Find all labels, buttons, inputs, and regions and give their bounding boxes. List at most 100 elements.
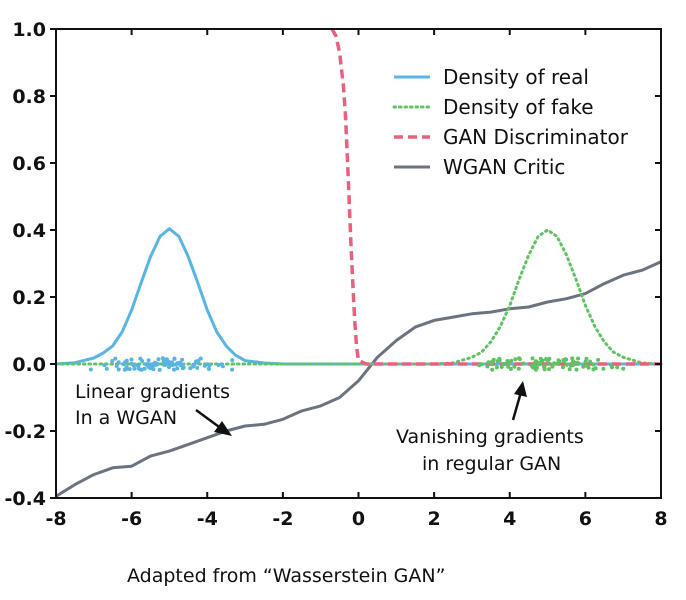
scatter-point-real (175, 366, 180, 371)
scatter-point-real (104, 366, 109, 371)
y-tick-label: 0.6 (12, 153, 46, 175)
legend-label: WGAN Critic (443, 155, 565, 179)
scatter-point-real (102, 363, 107, 368)
y-tick-label: 0.0 (12, 354, 46, 376)
scatter-point-real (206, 366, 211, 371)
scatter-point-real (122, 367, 127, 372)
scatter-point-real (175, 361, 180, 366)
annotation-vanishing-line1: Vanishing gradients (396, 426, 584, 448)
scatter-point-fake (552, 361, 557, 366)
scatter-point-fake (547, 367, 551, 372)
scatter-point-fake (509, 358, 514, 363)
scatter-point-fake (512, 364, 517, 369)
annotation-vanishing-gradients: Vanishing gradients in regular GAN (396, 381, 584, 475)
annotation-arrowhead-linear (214, 421, 232, 436)
scatter-point-real (163, 362, 168, 367)
series-line-density-of-fake (54, 228, 663, 366)
scatter-point-fake (501, 361, 506, 366)
scatter-point-fake (584, 356, 589, 361)
scatter-point-real (132, 366, 137, 371)
scatter-point-fake (568, 363, 573, 368)
scatter-point-fake (601, 366, 606, 371)
y-tick-label: -0.2 (4, 421, 46, 443)
scatter-point-real (157, 367, 162, 372)
annotation-arrowhead-vanishing (514, 381, 527, 397)
scatter-point-fake (576, 356, 580, 361)
scatter-point-fake (550, 364, 555, 369)
scatter-point-fake (537, 361, 542, 365)
series-line-wgan-critic (55, 260, 662, 498)
scatter-point-fake (574, 367, 579, 372)
scatter-point-real (205, 362, 210, 367)
y-tick-label: 1.0 (12, 19, 46, 41)
x-tick-label: -6 (121, 508, 142, 530)
scatter-point-real (136, 364, 141, 369)
scatter-point-real (139, 367, 144, 372)
scatter-point-fake (561, 358, 566, 363)
series-line-gan-discriminator (330, 28, 661, 366)
y-tick-label: -0.4 (4, 488, 46, 510)
x-tick-label: 0 (352, 508, 365, 530)
scatter-point-real (216, 363, 221, 367)
legend-label: GAN Discriminator (443, 125, 629, 149)
scatter-point-fake (477, 363, 482, 368)
annotation-linear-gradients: Linear gradients In a WGAN (75, 381, 232, 436)
y-tick-label: 0.8 (12, 86, 46, 108)
annotation-linear-line2: In a WGAN (75, 407, 177, 429)
scatter-point-real (172, 356, 177, 361)
x-tick-label: 8 (654, 508, 667, 530)
scatter-point-fake (609, 363, 614, 368)
scatter-point-real (230, 367, 235, 372)
scatter-point-real (230, 358, 235, 363)
y-tick-label: 0.4 (12, 220, 46, 242)
x-tick-label: -8 (45, 508, 66, 530)
scatter-point-real (161, 359, 166, 364)
scatter-point-fake (513, 357, 518, 362)
scatter-point-fake (499, 365, 504, 369)
x-tick-label: 6 (579, 508, 592, 530)
scatter-point-real (129, 357, 134, 362)
scatter-point-real (167, 361, 172, 366)
scatter-point-fake (497, 358, 502, 363)
scatter-point-fake (588, 359, 593, 364)
series-line-density-of-real (55, 227, 661, 366)
chart-caption: Adapted from “Wasserstein GAN” (127, 565, 445, 587)
scatter-point-real (191, 363, 195, 368)
scatter-point-real (147, 362, 152, 367)
scatter-point-fake (530, 365, 535, 370)
scatter-point-real (195, 365, 200, 370)
legend: Density of real Density of fake GAN Discri… (392, 65, 629, 179)
scatter-point-fake (530, 356, 535, 361)
scatter-point-fake (546, 357, 551, 362)
scatter-point-real (114, 364, 119, 368)
scatter-point-fake (490, 367, 495, 372)
scatter-point-fake (621, 366, 626, 371)
scatter-point-real (188, 366, 193, 371)
scatter-point-fake (494, 365, 499, 370)
scatter-point-fake (564, 362, 569, 367)
annotation-vanishing-line2: in regular GAN (422, 453, 561, 475)
scatter-point-fake (570, 356, 575, 361)
scatter-point-fake (581, 364, 586, 369)
scatter-point-fake (574, 360, 579, 365)
x-tick-label: 4 (503, 508, 516, 530)
annotation-arrow-vanishing (511, 391, 523, 421)
y-tick-label: 0.2 (12, 287, 46, 309)
scatter-point-real (172, 367, 176, 372)
scatter-point-fake (485, 364, 490, 369)
scatter-point-real (180, 357, 185, 362)
scatter-point-real (138, 356, 143, 361)
scatter-point-fake (506, 364, 511, 369)
scatter-point-fake (561, 365, 565, 370)
scatter-point-real (195, 360, 200, 365)
scatter-point-fake (546, 361, 551, 366)
annotation-linear-line1: Linear gradients (75, 381, 230, 403)
scatter-point-real (254, 360, 259, 365)
scatter-point-fake (508, 367, 513, 371)
scatter-point-real (121, 362, 126, 367)
scatter-point-fake (593, 366, 598, 371)
scatter-point-fake (591, 362, 596, 367)
scatter-point-fake (542, 367, 547, 372)
scatter-point-fake (505, 359, 510, 363)
